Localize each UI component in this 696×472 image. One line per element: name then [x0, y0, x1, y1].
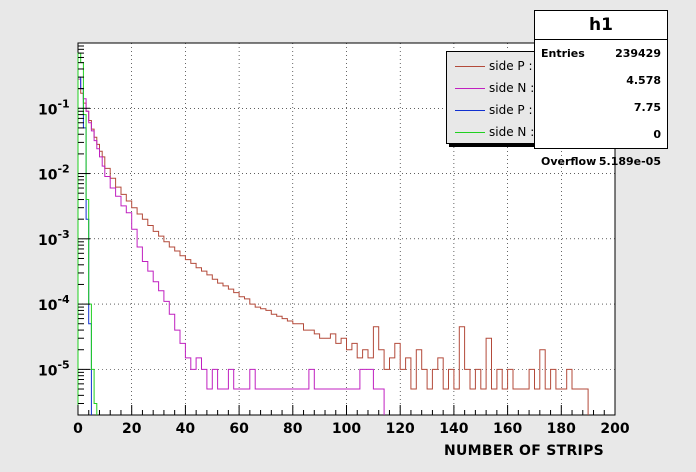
stats-label-entries: Entries — [541, 47, 585, 60]
y-tick-base: 10 — [38, 233, 58, 249]
y-tick-base: 10 — [38, 168, 58, 184]
y-tick-base: 10 — [38, 363, 58, 379]
y-tick-exponent: -5 — [57, 358, 69, 371]
legend-swatch-n-no-ground — [455, 88, 485, 89]
y-tick-exponent: -2 — [57, 163, 69, 176]
x-tick-label: 60 — [229, 421, 249, 437]
y-tick-exponent: -3 — [57, 228, 69, 241]
stats-value-entries: 239429 — [615, 47, 661, 60]
grid-lines — [78, 43, 615, 415]
y-tick-exponent: -4 — [57, 293, 70, 306]
x-tick-label: 200 — [600, 421, 629, 437]
y-tick-base: 10 — [38, 298, 58, 314]
stats-title: h1 — [535, 11, 667, 40]
y-tick-label: 10-2 — [38, 163, 70, 184]
stats-row-overflow: Overflow 5.189e-05 — [535, 148, 667, 175]
axis-layer: 0 20 40 60 80 100 120 140 160 180 20010-110-210-31… — [38, 45, 630, 437]
y-tick-label: 10-5 — [38, 358, 70, 379]
stats-row-rms: 7.75 — [535, 94, 667, 121]
stats-row-mean: 4.578 — [535, 67, 667, 94]
legend-swatch-p-no-ground — [455, 66, 485, 67]
y-tick-base: 10 — [38, 102, 58, 118]
x-tick-label: 0 — [73, 421, 83, 437]
stats-row-entries: Entries 239429 — [535, 40, 667, 67]
y-tick-exponent: -1 — [57, 97, 69, 110]
x-tick-label: 80 — [283, 421, 303, 437]
y-tick-label: 10-1 — [38, 97, 70, 118]
stats-value-rms: 7.75 — [633, 101, 661, 114]
stats-box: h1 Entries 239429 4.578 7.75 0 Overflow … — [534, 10, 668, 168]
legend-swatch-n-simu — [455, 132, 485, 133]
x-tick-label: 180 — [547, 421, 576, 437]
x-tick-label: 100 — [332, 421, 361, 437]
stats-row-underflow: 0 — [535, 121, 667, 148]
x-tick-label: 40 — [176, 421, 196, 437]
series-line-0 — [77, 88, 589, 415]
x-tick-label: 120 — [386, 421, 415, 437]
stats-value-mean: 4.578 — [626, 74, 661, 87]
series-line-1 — [77, 78, 385, 415]
y-tick-label: 10-3 — [38, 228, 70, 249]
x-axis-title: NUMBER OF STRIPS — [444, 443, 605, 459]
x-tick-label: 140 — [439, 421, 468, 437]
y-tick-label: 10-4 — [38, 293, 70, 314]
stats-value-underflow: 0 — [653, 128, 661, 141]
x-tick-label: 160 — [493, 421, 522, 437]
x-tick-label: 20 — [122, 421, 142, 437]
legend-swatch-p-simu — [455, 110, 485, 111]
stats-label-overflow: Overflow — [541, 155, 597, 168]
stats-value-overflow: 5.189e-05 — [598, 155, 661, 168]
